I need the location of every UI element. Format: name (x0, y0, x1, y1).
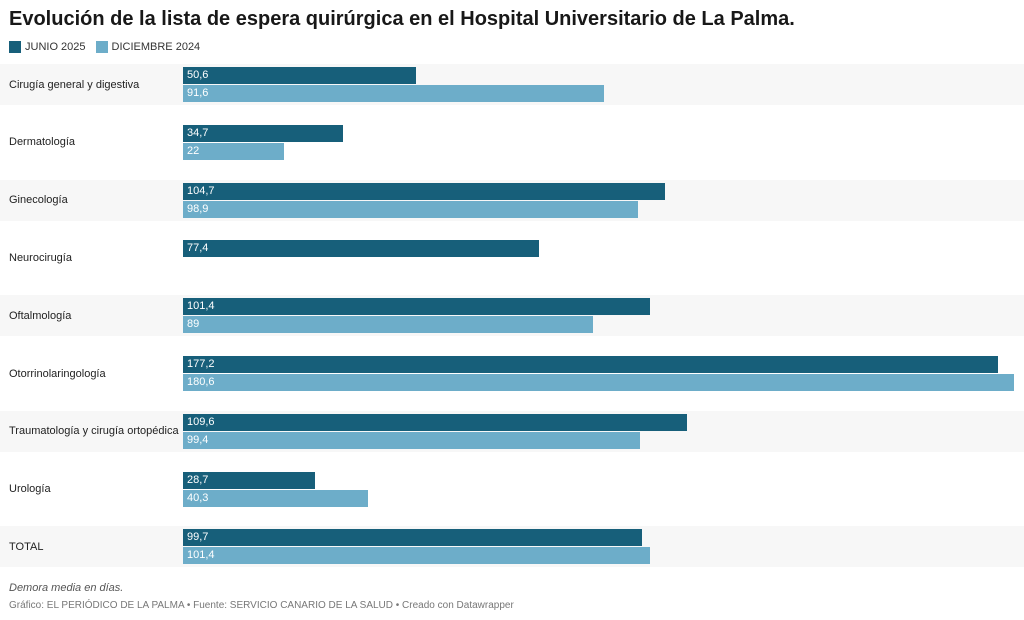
bar-value-label: 28,7 (187, 473, 209, 486)
bar-value-label: 34,7 (187, 126, 209, 139)
bar-junio (183, 124, 343, 142)
bar-value-label: 40,3 (187, 491, 209, 504)
bar-junio (183, 413, 688, 431)
category-label: Dermatología (9, 136, 76, 149)
category-label: TOTAL (9, 540, 44, 553)
bar-value-label: 180,6 (187, 376, 215, 388)
bar-diciembre (183, 489, 369, 507)
bar-junio (183, 356, 999, 373)
bar-junio (183, 240, 540, 258)
legend-label-junio: JUNIO 2025 (25, 41, 86, 53)
bar-value-label: 77,4 (187, 242, 209, 255)
legend-swatch-junio (9, 41, 21, 53)
legend-item-junio: JUNIO 2025 (9, 41, 86, 53)
bar-junio (183, 471, 316, 489)
category-label: Otorrinolaringología (9, 367, 106, 380)
bar-junio (183, 182, 665, 200)
bar-diciembre (183, 85, 605, 102)
bar-diciembre (183, 547, 650, 565)
bar-value-label: 91,6 (187, 87, 209, 99)
legend-label-diciembre: DICIEMBRE 2024 (111, 41, 201, 53)
bar-value-label: 99,7 (187, 531, 209, 544)
category-label: Traumatología y cirugía ortopédica (9, 425, 179, 438)
legend-swatch-diciembre (95, 41, 108, 53)
bar-value-label: 101,4 (187, 300, 215, 313)
category-label: Oftalmología (9, 309, 72, 322)
bar-diciembre (183, 200, 639, 218)
chart-footer: Gráfico: EL PERIÓDICO DE LA PALMA • Fuen… (9, 600, 514, 611)
bar-diciembre (183, 142, 285, 160)
bar-junio (183, 298, 650, 316)
category-label: Cirugía general y digestiva (9, 78, 140, 91)
bar-diciembre (183, 374, 1014, 391)
bar-diciembre (183, 316, 593, 334)
chart-title: Evolución de la lista de espera quirúrgi… (9, 8, 795, 30)
bar-junio (183, 67, 416, 84)
legend-item-diciembre: DICIEMBRE 2024 (95, 41, 201, 53)
category-label: Urología (9, 483, 51, 496)
bar-value-label: 177,2 (187, 358, 215, 370)
bar-value-label: 104,7 (187, 184, 215, 197)
bar-value-label: 109,6 (187, 415, 215, 428)
bar-value-label: 50,6 (187, 69, 209, 81)
legend: JUNIO 2025 DICIEMBRE 2024 (9, 41, 210, 53)
bar-value-label: 22 (187, 144, 200, 157)
bar-junio (183, 529, 642, 547)
bar-diciembre (183, 431, 641, 449)
chart-note: Demora media en días. (9, 582, 124, 594)
bar-value-label: 101,4 (187, 549, 215, 562)
bar-value-label: 89 (187, 318, 200, 331)
bar-value-label: 98,9 (187, 202, 209, 215)
category-label: Ginecología (9, 194, 68, 207)
category-label: Neurocirugía (9, 251, 72, 264)
bar-value-label: 99,4 (187, 433, 209, 446)
